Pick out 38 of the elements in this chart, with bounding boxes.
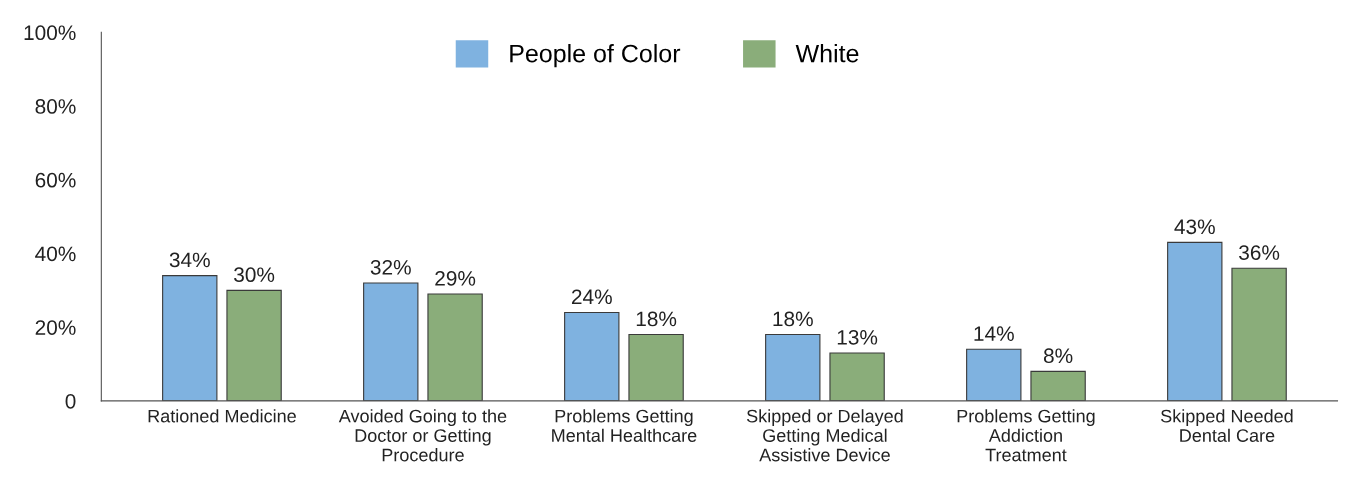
data-label: 29% (435, 270, 476, 286)
y-tick-label: 40% (35, 246, 76, 262)
data-label: 36% (1239, 245, 1280, 260)
data-label: 34% (169, 252, 210, 268)
bar (1231, 267, 1287, 401)
bar (226, 289, 282, 401)
x-tick-label: Rationed Medicine (148, 409, 296, 423)
bar (162, 275, 218, 401)
bar (427, 293, 483, 401)
y-tick-label: 60% (35, 172, 76, 188)
data-label: 13% (837, 329, 878, 345)
bar (1167, 241, 1223, 401)
legend-label: White (795, 44, 859, 63)
data-label: 24% (571, 289, 612, 305)
y-tick-label: 0 (65, 393, 76, 409)
data-label: 43% (1174, 219, 1215, 235)
x-tick-label: Problems Getting Mental Healthcare (552, 409, 697, 442)
legend-label: People of Color (510, 44, 681, 68)
y-tick-label: 100% (24, 25, 76, 41)
bar (1030, 370, 1086, 401)
data-label: 18% (773, 311, 813, 327)
data-label: 8% (1043, 348, 1073, 364)
data-label: 18% (636, 311, 677, 327)
y-tick-label: 80% (35, 99, 76, 114)
data-label: 30% (234, 267, 275, 283)
bar (628, 334, 684, 401)
x-tick-label: Skipped Needed Dental Care (1161, 409, 1293, 442)
x-tick-label: Problems Getting Addiction Treatment (957, 409, 1095, 462)
x-tick-label: Avoided Going to the Doctor or Getting Procedure (338, 409, 507, 462)
bar (564, 311, 620, 401)
bar (363, 282, 419, 401)
x-tick-label: Skipped or Delayed Getting Medical Assistive Device (746, 409, 903, 462)
bar (765, 334, 821, 401)
data-label: 32% (370, 259, 411, 275)
bar (966, 348, 1022, 401)
y-tick-label: 20% (35, 320, 76, 335)
data-label: 14% (974, 326, 1014, 341)
bar (829, 352, 885, 401)
